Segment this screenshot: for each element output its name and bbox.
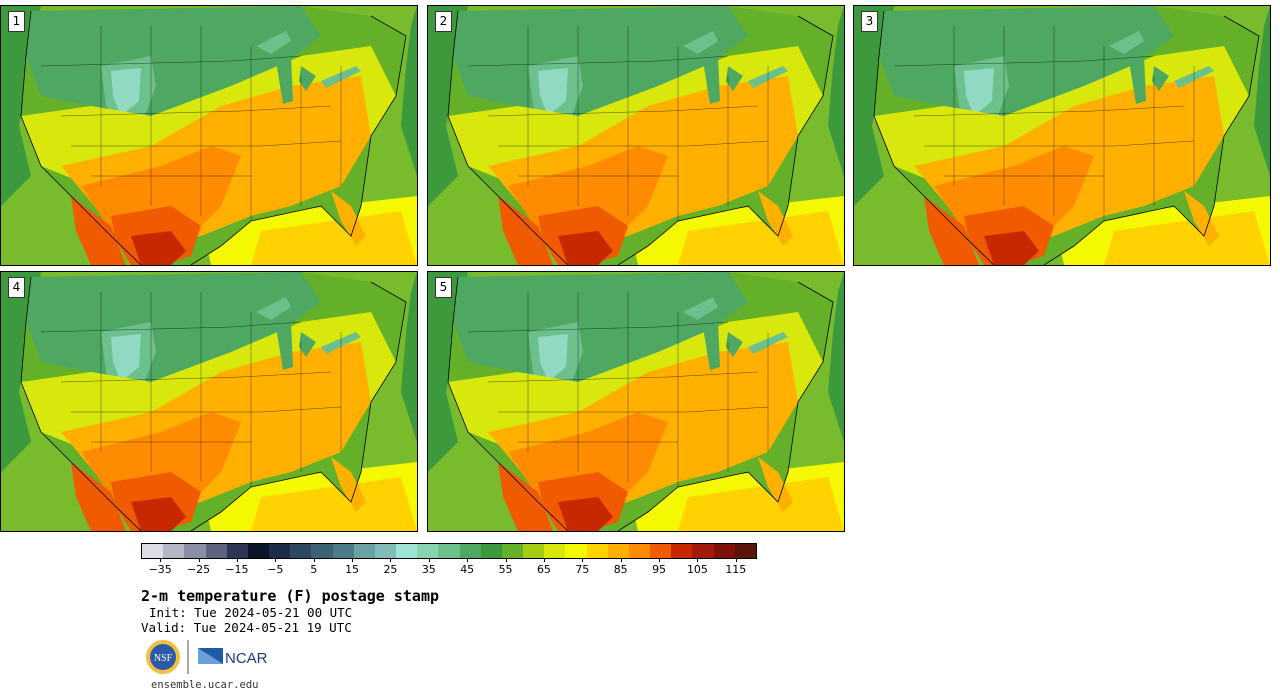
- colorbar-tick: [160, 558, 162, 562]
- colorbar-swatch: [142, 544, 164, 558]
- member-label: 1: [8, 11, 25, 32]
- colorbar-swatch: [459, 544, 481, 558]
- colorbar-swatch: [332, 544, 354, 558]
- colorbar-swatch: [353, 544, 375, 558]
- member-label: 5: [435, 277, 452, 298]
- colorbar-swatch: [184, 544, 206, 558]
- colorbar-tick: [735, 558, 737, 562]
- colorbar-swatch: [544, 544, 566, 558]
- svg-text:NCAR: NCAR: [225, 650, 268, 667]
- svg-text:NSF: NSF: [154, 653, 173, 664]
- colorbar-tick-label: 5: [310, 563, 318, 576]
- nsf-logo-icon: NSF: [146, 640, 180, 674]
- colorbar-swatch: [247, 544, 270, 558]
- colorbar-swatch: [628, 544, 651, 558]
- ensemble-member-panel-5: 5: [427, 271, 845, 532]
- temperature-map: [1, 272, 417, 531]
- colorbar-tick-label: 115: [725, 563, 747, 576]
- colorbar-swatch: [205, 544, 227, 558]
- colorbar-tick: [543, 558, 545, 562]
- colorbar-tick-label: −15: [225, 563, 249, 576]
- colorbar-tick-label: 55: [498, 563, 513, 576]
- colorbar-tick-label: 85: [613, 563, 628, 576]
- colorbar-swatch: [501, 544, 524, 558]
- temperature-map: [428, 272, 844, 531]
- colorbar-tick-label: 95: [652, 563, 667, 576]
- colorbar-swatch: [734, 544, 756, 558]
- colorbar-tick: [467, 558, 469, 562]
- colorbar-swatch: [586, 544, 608, 558]
- colorbar-tick: [659, 558, 661, 562]
- colorbar-tick-label: 25: [383, 563, 398, 576]
- colorbar-tick: [390, 558, 392, 562]
- colorbar-tick: [697, 558, 699, 562]
- colorbar-swatch: [311, 544, 333, 558]
- colorbar-tick: [582, 558, 584, 562]
- ensemble-member-panel-1: 1: [0, 5, 418, 266]
- colorbar-swatch: [226, 544, 248, 558]
- colorbar-swatch: [374, 544, 397, 558]
- ncar-logo-icon: NCAR: [198, 648, 268, 667]
- colorbar-tick: [275, 558, 277, 562]
- colorbar-tick-label: −25: [186, 563, 211, 576]
- colorbar-tick-label: 75: [575, 563, 590, 576]
- ensemble-member-panel-3: 3: [853, 5, 1271, 266]
- colorbar-tick-label: −5: [267, 563, 284, 576]
- colorbar-tick: [198, 558, 200, 562]
- source-url: ensemble.ucar.edu: [151, 679, 259, 691]
- colorbar-tick-label: 45: [460, 563, 475, 576]
- temperature-map: [854, 6, 1270, 265]
- colorbar-tick-label: 65: [536, 563, 551, 576]
- colorbar-swatch: [438, 544, 460, 558]
- colorbar-tick-label: −35: [148, 563, 172, 576]
- ensemble-member-panel-4: 4: [0, 271, 418, 532]
- sponsor-logos: NSF NCAR: [146, 640, 268, 674]
- member-label: 4: [8, 277, 25, 298]
- valid-time: Valid: Tue 2024-05-21 19 UTC: [141, 620, 352, 635]
- colorbar-tick-label: 105: [686, 563, 708, 576]
- colorbar-tick-label: 35: [421, 563, 436, 576]
- temperature-map: [1, 6, 417, 265]
- colorbar-tick: [236, 558, 238, 562]
- init-time: Init: Tue 2024-05-21 00 UTC: [149, 605, 353, 620]
- colorbar-swatch: [417, 544, 439, 558]
- colorbar-swatch: [565, 544, 587, 558]
- colorbar-swatch: [671, 544, 693, 558]
- colorbar-tick: [620, 558, 622, 562]
- colorbar-tick: [505, 558, 507, 562]
- plot-title: 2-m temperature (F) postage stamp: [141, 587, 440, 605]
- colorbar-tick-label: 15: [345, 563, 360, 576]
- colorbar-swatch: [650, 544, 672, 558]
- colorbar-swatch: [480, 544, 502, 558]
- colorbar-swatch: [607, 544, 629, 558]
- colorbar-swatch: [163, 544, 185, 558]
- colorbar-swatch: [396, 544, 418, 558]
- member-label: 2: [435, 11, 452, 32]
- colorbar-tick: [313, 558, 315, 562]
- colorbar-swatch: [290, 544, 312, 558]
- temperature-colorbar: [141, 543, 757, 559]
- colorbar-tick: [428, 558, 430, 562]
- member-label: 3: [861, 11, 878, 32]
- ensemble-member-panel-2: 2: [427, 5, 845, 266]
- colorbar-tick: [352, 558, 354, 562]
- colorbar-ticks: −35 −25 −15 −5 5 15 25 35 45 55 65 75 85 95 105 115: [141, 558, 755, 578]
- colorbar-swatch: [692, 544, 714, 558]
- colorbar-swatch: [523, 544, 545, 558]
- colorbar-swatch: [713, 544, 735, 558]
- temperature-map: [428, 6, 844, 265]
- colorbar-swatch: [269, 544, 291, 558]
